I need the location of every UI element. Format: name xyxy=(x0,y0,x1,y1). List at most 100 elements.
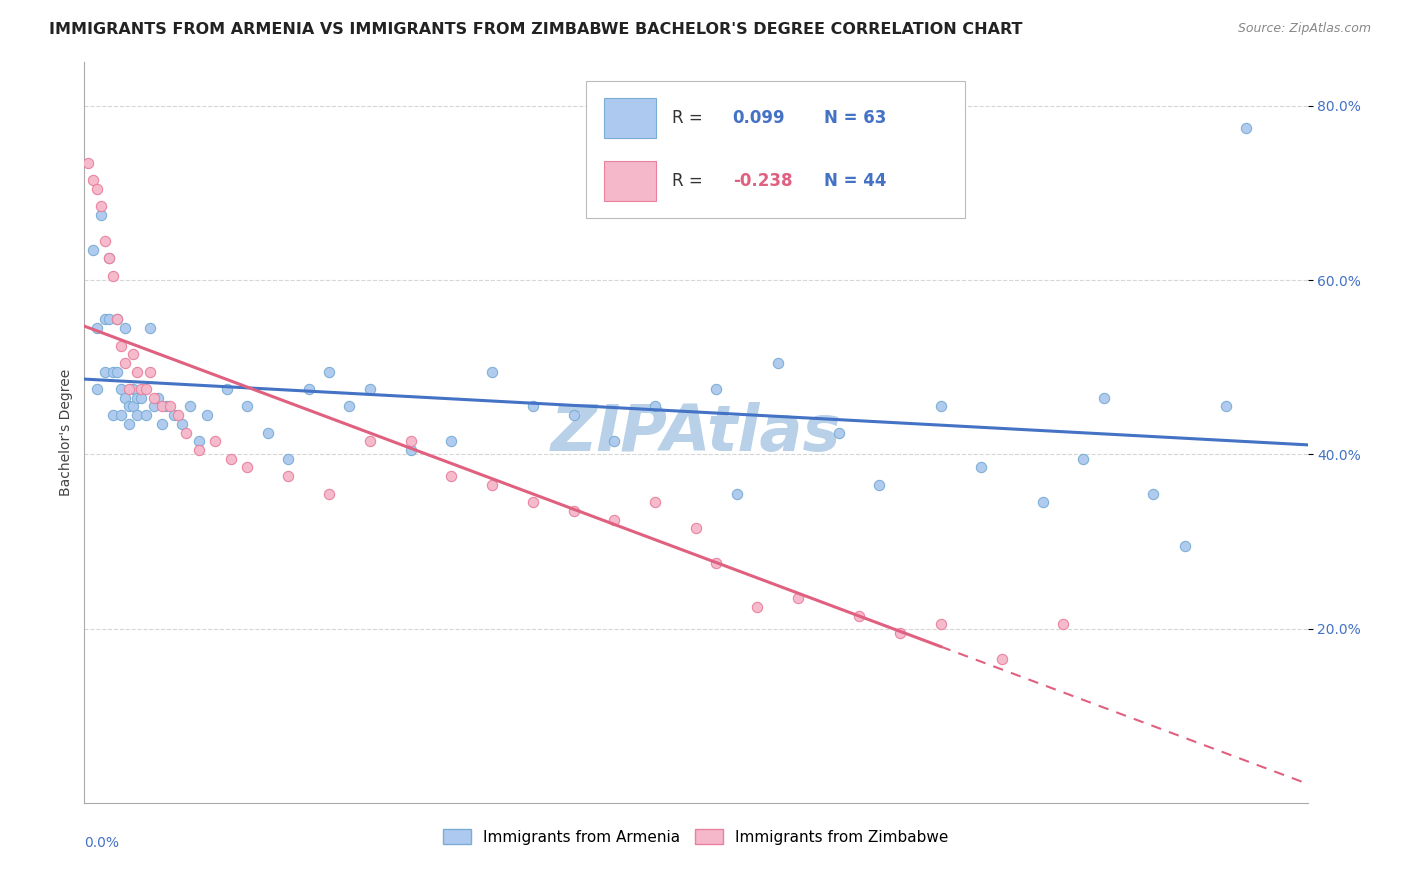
Point xyxy=(1174,539,1197,553)
Point xyxy=(97,252,120,266)
Legend: Immigrants from Armenia, Immigrants from Zimbabwe: Immigrants from Armenia, Immigrants from… xyxy=(437,822,955,851)
Point xyxy=(440,434,463,449)
Point xyxy=(82,173,104,187)
Point xyxy=(929,400,952,414)
Point xyxy=(86,321,108,335)
Point xyxy=(1073,451,1095,466)
Point xyxy=(155,400,177,414)
Point xyxy=(90,199,112,213)
Point xyxy=(105,365,128,379)
Point xyxy=(142,400,165,414)
Point xyxy=(101,408,124,422)
Point xyxy=(138,365,160,379)
Point xyxy=(135,408,157,422)
Y-axis label: Bachelor's Degree: Bachelor's Degree xyxy=(59,369,73,496)
Point xyxy=(359,382,381,396)
Point xyxy=(766,356,789,370)
Point xyxy=(163,408,186,422)
Point xyxy=(339,400,361,414)
Point xyxy=(277,451,299,466)
Point xyxy=(725,486,748,500)
Point xyxy=(118,382,141,396)
Point xyxy=(277,469,299,483)
Point xyxy=(122,347,145,361)
Point xyxy=(167,408,190,422)
Point xyxy=(217,382,239,396)
Point xyxy=(131,391,153,405)
Point xyxy=(93,312,115,326)
Point xyxy=(399,443,422,458)
Point xyxy=(481,365,503,379)
Point xyxy=(122,382,145,396)
Point xyxy=(929,617,952,632)
Point xyxy=(86,382,108,396)
Point xyxy=(101,268,124,283)
Point xyxy=(1142,486,1164,500)
Point xyxy=(93,234,115,248)
Point xyxy=(991,652,1014,666)
Text: IMMIGRANTS FROM ARMENIA VS IMMIGRANTS FROM ZIMBABWE BACHELOR'S DEGREE CORRELATIO: IMMIGRANTS FROM ARMENIA VS IMMIGRANTS FR… xyxy=(49,22,1022,37)
Point xyxy=(848,608,870,623)
Point xyxy=(150,417,173,431)
Bar xyxy=(605,97,655,138)
Point xyxy=(1236,120,1258,135)
Point xyxy=(77,155,100,169)
Point xyxy=(1215,400,1237,414)
Point xyxy=(562,408,585,422)
Point xyxy=(114,321,136,335)
Point xyxy=(142,391,165,405)
Point xyxy=(318,365,340,379)
Point xyxy=(187,434,209,449)
Point xyxy=(105,312,128,326)
Point xyxy=(889,626,911,640)
Point xyxy=(1032,495,1054,509)
Point xyxy=(127,408,149,422)
Point xyxy=(298,382,321,396)
Point xyxy=(685,521,707,535)
Point xyxy=(93,365,115,379)
Text: R =: R = xyxy=(672,172,707,190)
Point xyxy=(97,312,120,326)
Point xyxy=(118,417,141,431)
Point xyxy=(236,460,259,475)
Point xyxy=(706,556,728,570)
Point xyxy=(110,338,132,352)
Point xyxy=(105,312,128,326)
Point xyxy=(603,513,626,527)
Point xyxy=(787,591,810,606)
Point xyxy=(970,460,993,475)
Point xyxy=(86,182,108,196)
Text: R =: R = xyxy=(672,109,707,127)
Point xyxy=(522,400,544,414)
Point xyxy=(131,382,153,396)
Point xyxy=(90,208,112,222)
Bar xyxy=(605,161,655,202)
Point xyxy=(706,382,728,396)
Point xyxy=(481,478,503,492)
Point xyxy=(318,486,340,500)
Point xyxy=(122,400,145,414)
Point xyxy=(747,599,769,614)
Text: 0.099: 0.099 xyxy=(733,109,786,127)
Point xyxy=(172,417,194,431)
Point xyxy=(219,451,242,466)
Point xyxy=(114,391,136,405)
Text: Source: ZipAtlas.com: Source: ZipAtlas.com xyxy=(1237,22,1371,36)
Point xyxy=(644,495,666,509)
Point xyxy=(187,443,209,458)
Point xyxy=(159,400,181,414)
Text: ZIPAtlas: ZIPAtlas xyxy=(551,401,841,464)
Text: -0.238: -0.238 xyxy=(733,172,792,190)
Point xyxy=(204,434,226,449)
Point xyxy=(1052,617,1074,632)
Point xyxy=(359,434,381,449)
Point xyxy=(127,391,149,405)
Point xyxy=(195,408,218,422)
Point xyxy=(97,252,120,266)
Point xyxy=(869,478,891,492)
Point xyxy=(114,356,136,370)
FancyBboxPatch shape xyxy=(586,81,965,218)
Point xyxy=(236,400,259,414)
Text: 0.0%: 0.0% xyxy=(84,836,120,850)
Point xyxy=(179,400,201,414)
